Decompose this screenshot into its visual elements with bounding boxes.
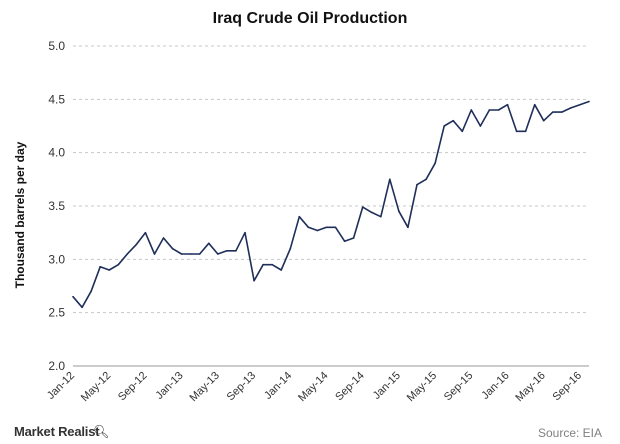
data-point xyxy=(452,119,455,122)
data-point xyxy=(488,109,491,111)
source-note: Source: EIA xyxy=(537,426,602,440)
data-point xyxy=(72,295,74,298)
data-point xyxy=(90,290,92,293)
data-point xyxy=(334,226,337,229)
data-point xyxy=(551,111,554,113)
x-tick-label: Sep-16 xyxy=(550,370,584,404)
data-point xyxy=(307,226,310,229)
data-point xyxy=(207,242,210,245)
y-tick-labels: 5.0 4.5 4.0 3.5 3.0 2.5 2.0 xyxy=(48,39,65,373)
data-point xyxy=(470,109,473,111)
data-point xyxy=(443,125,445,127)
data-point xyxy=(298,215,301,218)
data-point xyxy=(352,237,355,239)
data-point xyxy=(361,206,364,208)
data-point xyxy=(398,210,400,213)
data-point xyxy=(325,226,328,229)
series-line xyxy=(72,100,590,309)
data-point xyxy=(280,269,283,271)
data-point xyxy=(144,231,147,234)
data-point xyxy=(434,162,436,165)
x-tick-label: May-14 xyxy=(296,370,330,404)
data-point xyxy=(579,103,581,106)
data-point xyxy=(370,211,373,214)
data-point xyxy=(379,215,382,218)
data-point xyxy=(561,111,563,113)
x-tick-label: Sep-12 xyxy=(116,370,150,404)
y-tick-label: 4.0 xyxy=(48,146,65,160)
y-tick-label: 4.5 xyxy=(48,92,65,106)
x-tick-label: Jan-15 xyxy=(371,370,403,402)
x-tick-label: Sep-14 xyxy=(333,370,367,404)
x-tick-label: Jan-12 xyxy=(45,370,77,402)
data-point xyxy=(162,237,165,239)
data-point xyxy=(570,107,572,109)
data-point xyxy=(217,253,219,255)
data-point xyxy=(407,226,409,229)
x-tick-label: May-16 xyxy=(513,370,547,404)
data-point xyxy=(99,266,101,268)
data-point xyxy=(262,263,264,266)
y-tick-label: 3.0 xyxy=(48,252,65,266)
y-tick-label: 2.5 xyxy=(48,306,65,320)
y-tick-label: 3.5 xyxy=(48,199,65,213)
data-point xyxy=(479,125,482,127)
series-production xyxy=(72,100,590,309)
x-tick-label: May-15 xyxy=(405,370,439,404)
data-point xyxy=(153,253,156,255)
data-point xyxy=(253,279,255,282)
data-point xyxy=(389,178,391,181)
data-point xyxy=(226,250,228,252)
data-point xyxy=(533,103,536,106)
data-point xyxy=(524,130,527,133)
y-tick-label: 5.0 xyxy=(48,39,65,53)
data-point xyxy=(189,253,192,255)
magnifier-icon: 🔍︎ xyxy=(93,424,110,439)
data-point xyxy=(180,253,183,255)
x-tick-label: Jan-16 xyxy=(479,370,511,402)
data-point xyxy=(515,130,518,133)
data-point xyxy=(235,250,237,252)
data-point xyxy=(198,253,201,255)
data-point xyxy=(497,109,500,111)
data-point xyxy=(416,183,418,186)
data-point xyxy=(343,240,346,242)
data-point xyxy=(316,229,319,232)
x-tick-label: May-12 xyxy=(79,370,113,404)
data-point xyxy=(81,306,83,309)
chart-title: Iraq Crude Oil Production xyxy=(212,10,408,27)
data-point xyxy=(117,263,120,266)
data-point xyxy=(588,100,590,103)
data-point xyxy=(425,178,427,181)
data-point xyxy=(108,269,111,271)
data-point xyxy=(171,247,174,250)
x-tick-labels: Jan-12 May-12 Sep-12 Jan-13 May-13 Sep-13 Jan-… xyxy=(45,370,584,404)
data-point xyxy=(542,119,545,122)
data-point xyxy=(135,243,138,246)
x-tick-label: May-13 xyxy=(188,370,222,404)
data-point xyxy=(506,103,509,106)
x-tick-label: Jan-14 xyxy=(262,370,294,402)
data-point xyxy=(289,247,292,250)
data-point xyxy=(126,253,129,255)
gridlines xyxy=(73,45,589,314)
x-tick-label: Jan-13 xyxy=(153,370,185,402)
data-point xyxy=(461,130,464,133)
x-tick-label: Sep-13 xyxy=(225,370,259,404)
data-point xyxy=(244,231,246,234)
brand-logo: Market Realist xyxy=(14,424,100,439)
data-point xyxy=(271,263,273,266)
x-tick-label: Sep-15 xyxy=(442,370,476,404)
y-tick-label: 2.0 xyxy=(48,359,65,373)
